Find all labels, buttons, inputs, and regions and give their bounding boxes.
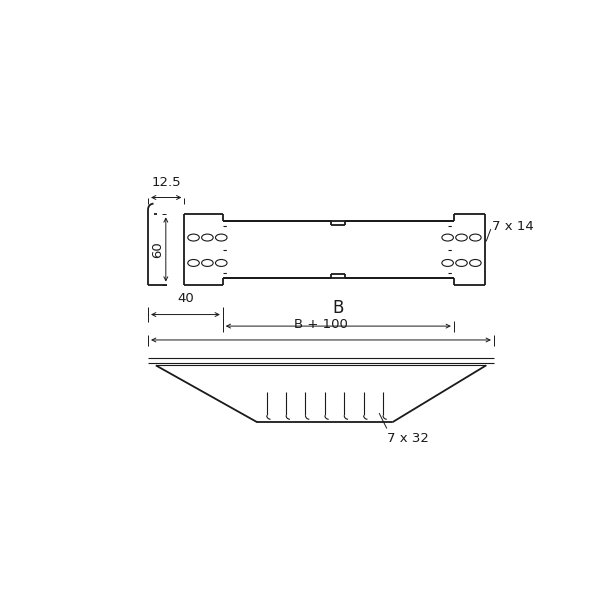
Text: 12.5: 12.5: [151, 176, 181, 189]
Text: 60: 60: [151, 241, 164, 258]
Text: B: B: [332, 299, 344, 317]
Text: B + 100: B + 100: [294, 318, 348, 331]
Text: 7 x 14: 7 x 14: [493, 220, 534, 232]
Text: 40: 40: [177, 292, 194, 305]
Text: 7 x 32: 7 x 32: [387, 433, 428, 445]
